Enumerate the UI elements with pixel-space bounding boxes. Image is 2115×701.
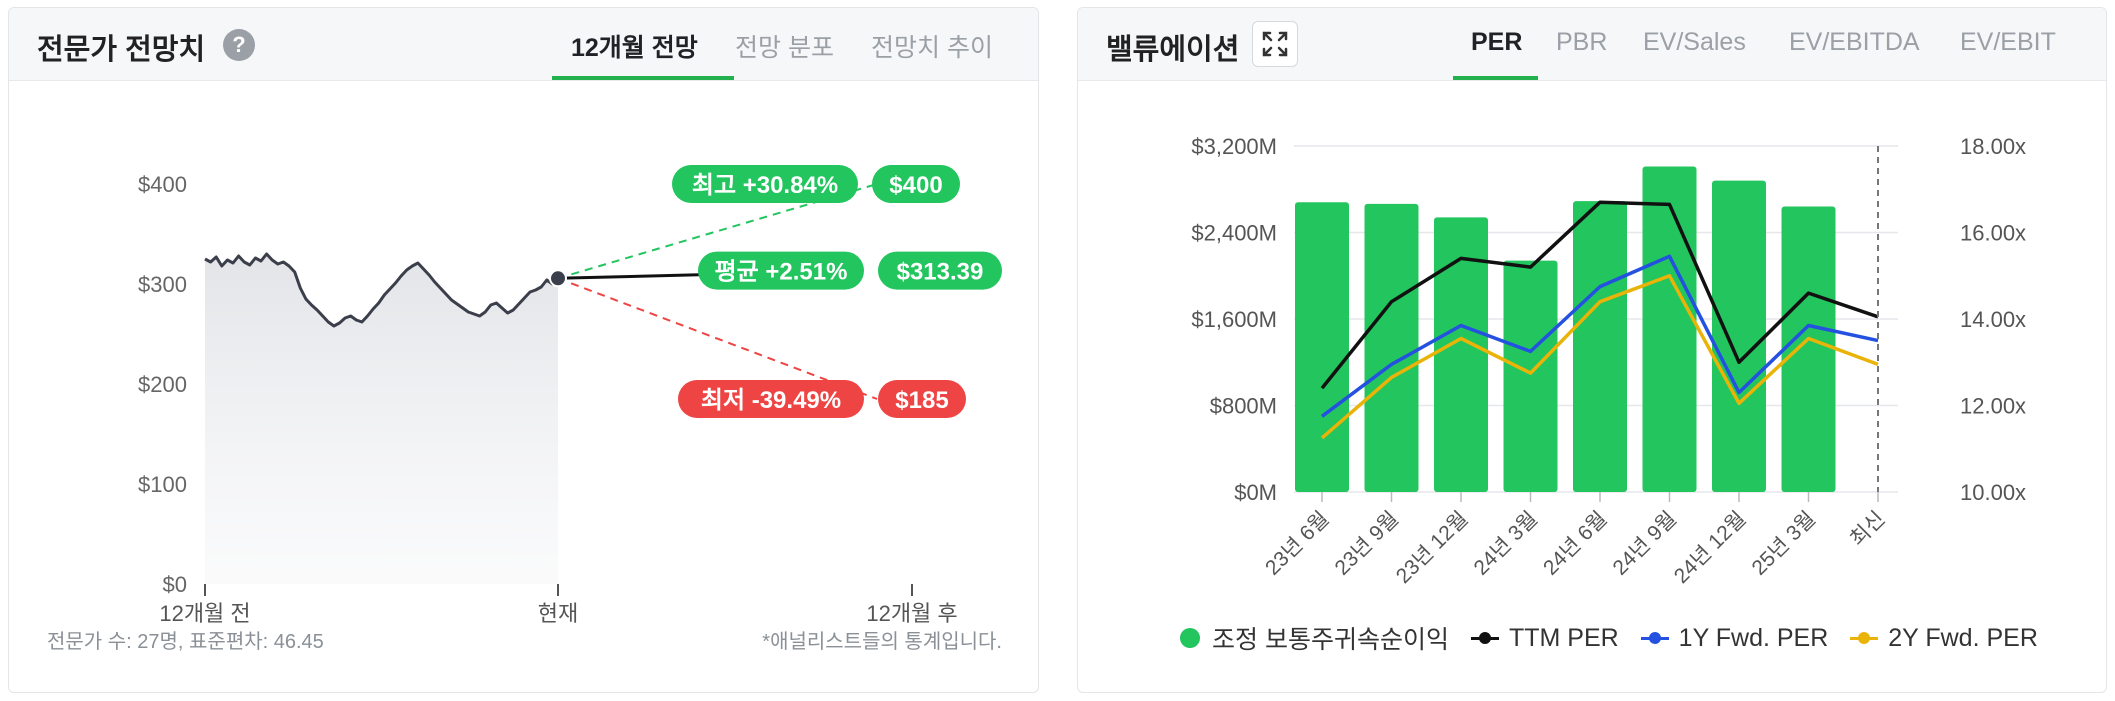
legend-label: 2Y Fwd. PER xyxy=(1888,623,2038,652)
y-left-tick-label: $2,400M xyxy=(1191,221,1277,246)
target-high-price: $400 xyxy=(889,172,942,199)
target-high-label-pill xyxy=(672,165,858,203)
y-tick-label: $300 xyxy=(138,272,187,297)
y-tick-label: $200 xyxy=(138,372,187,397)
active-tab-underline xyxy=(552,76,734,80)
y-right-tick-label: 16.00x xyxy=(1960,221,2026,246)
target-high-label: 최고 +30.84% xyxy=(692,172,838,199)
bar-net-income xyxy=(1781,206,1836,493)
x-tick-label: 24년 6월 xyxy=(1539,507,1611,579)
x-tick-label: 12개월 전 xyxy=(159,601,250,626)
x-tick-label: 24년 3월 xyxy=(1470,507,1542,579)
legend-label: 1Y Fwd. PER xyxy=(1678,623,1829,652)
forecast-title: 전문가 전망치 xyxy=(37,34,206,66)
legend-label: 조정 보통주귀속순이익 xyxy=(1212,626,1449,654)
ttm-per-line xyxy=(1320,200,1879,390)
tab-12month-forecast[interactable]: 12개월 전망 xyxy=(571,34,698,62)
tab-per[interactable]: PER xyxy=(1471,28,1523,56)
tab-ev-ebit[interactable]: EV/EBIT xyxy=(1960,28,2056,56)
y-right-tick-label: 10.00x xyxy=(1960,480,2026,505)
help-icon[interactable]: ? xyxy=(223,29,255,61)
forecast-card: 전문가 전망치 ? 12개월 전망 전망 분포 전망치 추이 $400 $300 $… xyxy=(8,7,1039,693)
tab-forecast-distribution[interactable]: 전망 분포 xyxy=(735,34,834,62)
x-tick-label: 24년 12월 xyxy=(1670,507,1751,588)
legend-item-ttm-per[interactable]: TTM PER xyxy=(1470,623,1619,653)
y-right-tick-label: 12.00x xyxy=(1960,394,2026,419)
tab-pbr[interactable]: PBR xyxy=(1556,28,1608,56)
valuation-card-header: 밸류에이션 PER PBR EV/Sales EV/EBITDA EV/EBIT xyxy=(1078,8,2106,81)
y-tick-label: $0 xyxy=(163,572,187,597)
target-low-line xyxy=(557,277,878,400)
target-high-price-pill xyxy=(872,165,960,203)
target-low-label-pill xyxy=(678,380,864,418)
2y-fwd-per-line xyxy=(1320,274,1879,440)
active-tab-underline xyxy=(1453,76,1538,80)
bar-net-income xyxy=(1434,217,1488,493)
target-low-price: $185 xyxy=(895,387,948,414)
target-low-label: 최저 -39.49% xyxy=(701,387,841,414)
legend-item-1y-fwd-per[interactable]: 1Y Fwd. PER xyxy=(1640,623,1829,653)
bar-net-income xyxy=(1712,180,1766,492)
x-tick-label: 23년 9월 xyxy=(1331,507,1403,579)
legend-label: TTM PER xyxy=(1508,623,1619,652)
expand-icon xyxy=(1262,31,1288,57)
y-left-tick-label: $800M xyxy=(1210,394,1277,419)
x-tick-label: 25년 3월 xyxy=(1748,507,1820,579)
expand-button[interactable] xyxy=(1252,21,1298,67)
x-tick-label: 24년 9월 xyxy=(1609,507,1681,579)
y-left-tick-label: $3,200M xyxy=(1191,134,1277,159)
bar-net-income xyxy=(1503,260,1558,492)
price-history-line xyxy=(204,252,560,328)
tab-forecast-trend[interactable]: 전망치 추이 xyxy=(871,34,993,62)
bar-net-income xyxy=(1573,201,1627,493)
y-right-tick-label: 14.00x xyxy=(1960,307,2026,332)
legend-marker-1y-fwd-per xyxy=(1640,631,1669,644)
legend-marker-ttm-per xyxy=(1470,631,1499,644)
y-tick-label: $400 xyxy=(138,172,187,197)
target-average-price: $313.39 xyxy=(897,259,984,286)
forecast-card-header: 전문가 전망치 ? 12개월 전망 전망 분포 전망치 추이 xyxy=(9,8,1038,81)
legend-item-2y-fwd-per[interactable]: 2Y Fwd. PER xyxy=(1850,624,2038,653)
legend-marker-net-income xyxy=(1180,628,1200,648)
analyst-count-note: 전문가 수: 27명, 표준편차: 46.45 xyxy=(47,631,324,653)
x-tick-label: 12개월 후 xyxy=(866,601,957,626)
x-tick-label: 23년 12월 xyxy=(1392,507,1473,588)
tab-ev-ebitda[interactable]: EV/EBITDA xyxy=(1789,28,1920,56)
tab-ev-sales[interactable]: EV/Sales xyxy=(1643,28,1746,56)
legend-marker-2y-fwd-per xyxy=(1850,631,1879,644)
y-right-tick-label: 18.00x xyxy=(1960,134,2026,159)
forecast-chart: $400 $300 $200 $100 $0 12개월 전 현재 12개월 후 $400 최고… xyxy=(138,165,1002,626)
target-average-price-pill xyxy=(878,251,1002,290)
statistics-note: *애널리스트들의 통계입니다. xyxy=(762,631,1002,653)
legend-item-net-income[interactable]: 조정 보통주귀속순이익 xyxy=(1180,620,1449,656)
valuation-chart: $3,200M $2,400M $1,600M $800M $0M 18.00x 16.00… xyxy=(1191,134,2026,588)
y-left-tick-label: $1,600M xyxy=(1191,307,1277,332)
x-tick-label: 현재 xyxy=(538,601,578,626)
x-tick-label: 23년 6월 xyxy=(1261,507,1333,579)
1y-fwd-per-line xyxy=(1320,254,1879,418)
y-left-tick-label: $0M xyxy=(1234,480,1277,505)
price-history-area xyxy=(205,254,558,584)
current-price-marker xyxy=(549,269,567,288)
y-tick-label: $100 xyxy=(138,472,187,497)
target-low-price-pill xyxy=(878,380,966,418)
bar-net-income xyxy=(1295,202,1349,492)
x-tick-label: 최신 xyxy=(1846,507,1890,551)
target-average-label: 평균 +2.51% xyxy=(715,259,848,286)
valuation-title: 밸류에이션 xyxy=(1106,34,1240,66)
bar-net-income xyxy=(1642,166,1697,492)
valuation-card: 밸류에이션 PER PBR EV/Sales EV/EBITDA EV/EBIT… xyxy=(1077,7,2107,693)
valuation-legend: 조정 보통주귀속순이익 TTM PER 1Y Fwd. PER 2Y Fwd. … xyxy=(1180,618,2060,658)
target-average-label-pill xyxy=(698,251,864,290)
bar-net-income xyxy=(1364,203,1419,493)
